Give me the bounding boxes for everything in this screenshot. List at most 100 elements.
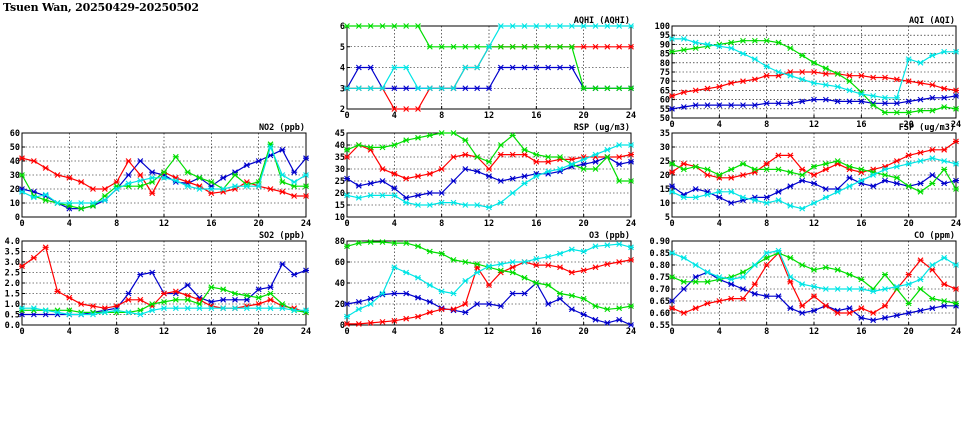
y-tick-label: 2.5	[5, 269, 20, 279]
y-tick-label: 40	[335, 141, 345, 151]
data-point	[941, 94, 948, 101]
data-point	[822, 264, 829, 271]
data-point	[692, 186, 699, 192]
series-blue	[669, 93, 959, 112]
data-point	[905, 183, 912, 190]
data-point	[858, 177, 865, 184]
data-point	[704, 300, 711, 307]
data-point	[545, 64, 552, 71]
data-point	[763, 250, 770, 256]
x-tick-label: 24	[951, 120, 961, 130]
data-point	[450, 257, 457, 263]
data-point	[438, 288, 445, 295]
data-point	[929, 155, 936, 162]
data-point	[149, 190, 156, 197]
data-point	[811, 172, 817, 178]
chart-title: SO2 (ppb)	[259, 231, 305, 241]
data-point	[196, 305, 203, 312]
data-point	[462, 278, 469, 284]
data-point	[557, 250, 563, 257]
data-point	[66, 294, 73, 301]
x-tick-label: 8	[764, 120, 769, 130]
data-point	[462, 64, 469, 71]
data-point	[763, 166, 770, 173]
series-green	[669, 250, 959, 307]
x-tick-label: 20	[904, 120, 914, 130]
data-point	[403, 23, 410, 29]
data-point	[42, 197, 49, 204]
data-point	[255, 294, 262, 301]
x-tick-label: 4	[67, 327, 72, 337]
data-point	[438, 130, 445, 136]
data-point	[19, 172, 25, 178]
data-point	[220, 305, 227, 312]
data-point	[438, 199, 445, 206]
data-point	[568, 43, 575, 50]
data-point	[291, 193, 298, 199]
data-point	[367, 144, 374, 151]
data-point	[255, 286, 262, 293]
series-green	[19, 284, 309, 316]
data-point	[917, 180, 924, 187]
x-tick-label: 0	[19, 327, 24, 337]
data-point	[54, 200, 61, 206]
data-point	[953, 48, 959, 55]
data-point	[882, 100, 888, 107]
data-point	[592, 158, 599, 165]
data-point	[450, 85, 457, 92]
data-point	[716, 102, 723, 109]
data-point	[763, 100, 770, 107]
data-point	[740, 286, 746, 292]
data-point	[42, 244, 49, 251]
data-point	[497, 151, 504, 158]
data-point	[568, 23, 575, 29]
data-point	[905, 152, 912, 159]
x-tick-label: 0	[344, 111, 349, 121]
data-point	[692, 45, 699, 51]
data-point	[740, 295, 746, 302]
data-point	[929, 94, 936, 101]
x-tick-label: 24	[951, 327, 961, 337]
data-point	[929, 180, 936, 187]
data-point	[692, 163, 699, 170]
data-point	[905, 310, 912, 316]
y-tick-label: 60	[10, 129, 20, 139]
data-point	[604, 146, 611, 153]
data-point	[580, 311, 587, 318]
series-cyan	[344, 241, 634, 320]
data-point	[929, 172, 936, 178]
data-point	[692, 102, 699, 109]
data-point	[279, 305, 286, 312]
data-point	[811, 163, 817, 170]
data-point	[929, 305, 936, 312]
data-point	[184, 179, 191, 185]
data-point	[941, 298, 948, 304]
chart-rsp: 10 15 20 25 30 35 40 45 0 4 8 12 16 20 24 RSP (ug/m3)	[335, 123, 636, 229]
data-point	[580, 156, 587, 163]
data-point	[604, 154, 611, 160]
data-point	[811, 180, 817, 187]
data-point	[846, 98, 853, 105]
data-point	[450, 130, 457, 136]
data-point	[497, 261, 504, 267]
x-tick-label: 12	[809, 120, 819, 130]
data-point	[811, 69, 817, 75]
data-point	[137, 177, 144, 184]
data-point	[355, 23, 362, 29]
data-point	[344, 85, 350, 92]
y-tick-label: 0.65	[650, 297, 670, 307]
data-point	[474, 154, 481, 160]
data-point	[692, 39, 699, 46]
data-point	[941, 104, 948, 110]
data-point	[486, 301, 492, 307]
y-tick-label: 10	[335, 213, 345, 223]
data-point	[557, 290, 563, 297]
data-point	[775, 39, 782, 46]
data-point	[604, 23, 611, 29]
data-point	[474, 301, 481, 307]
data-point	[858, 91, 865, 97]
chart-title: NO2 (ppb)	[259, 123, 305, 133]
data-point	[462, 85, 469, 92]
